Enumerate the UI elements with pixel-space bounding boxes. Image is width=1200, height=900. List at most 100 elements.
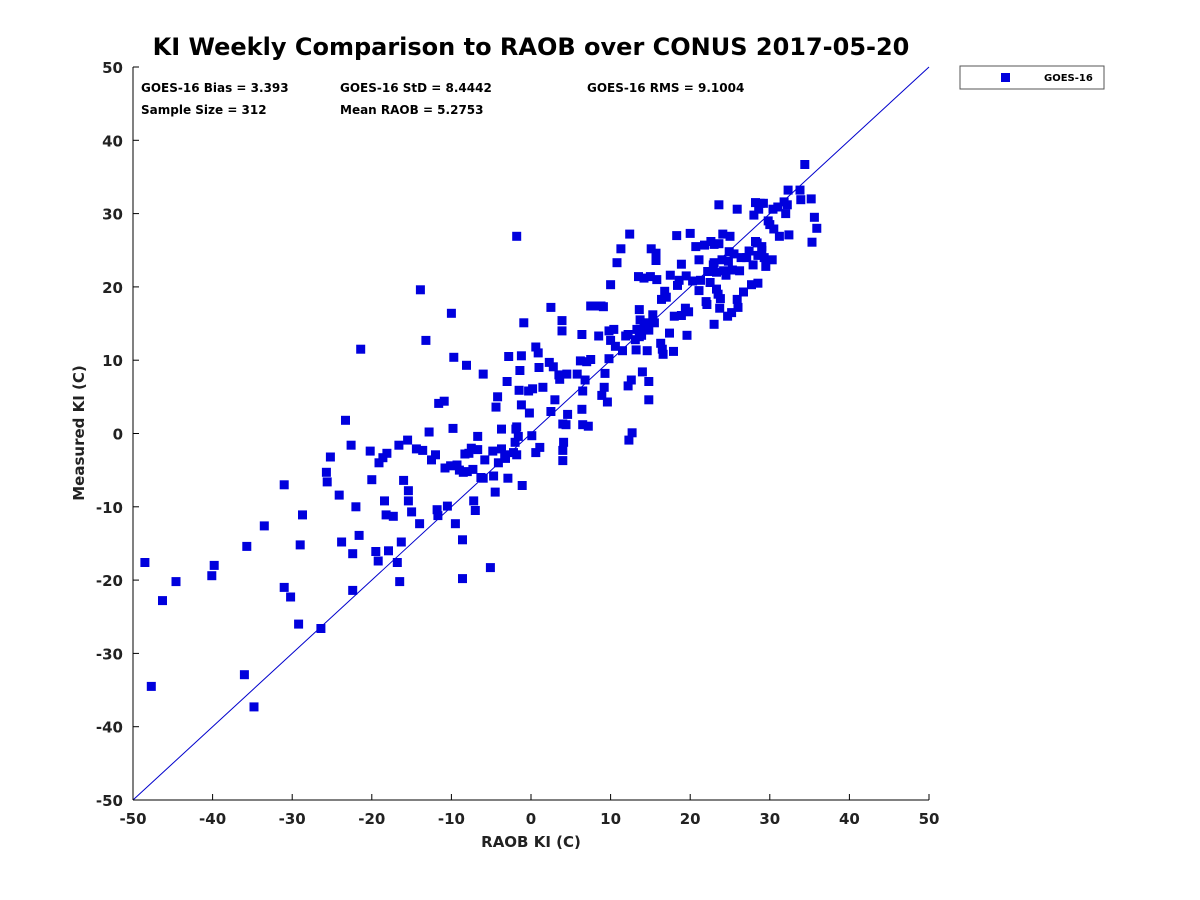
data-point: [388, 511, 398, 521]
data-point: [774, 231, 784, 241]
data-point: [473, 445, 483, 455]
data-point: [681, 271, 691, 281]
data-point: [578, 420, 588, 430]
y-tick-label: 50: [102, 59, 123, 77]
data-point: [600, 368, 610, 378]
data-point: [468, 464, 478, 474]
chart-title: KI Weekly Comparison to RAOB over CONUS …: [153, 33, 910, 61]
data-point: [782, 200, 792, 210]
data-point: [599, 382, 609, 392]
data-point: [637, 330, 647, 340]
y-tick-label: -50: [96, 792, 123, 810]
data-point: [635, 315, 645, 325]
data-point: [747, 280, 756, 290]
data-point: [665, 270, 675, 280]
data-point: [688, 276, 698, 286]
data-point: [709, 319, 719, 329]
data-point: [598, 302, 608, 312]
data-point: [602, 397, 612, 407]
data-point: [279, 480, 289, 490]
data-point: [512, 422, 522, 432]
data-point: [559, 437, 569, 447]
data-point: [609, 324, 619, 334]
data-point: [325, 452, 335, 462]
data-point: [809, 212, 819, 222]
data-point: [442, 501, 452, 511]
legend-marker: [1001, 73, 1010, 82]
data-point: [446, 461, 456, 471]
data-point: [703, 267, 713, 276]
data-point: [415, 285, 425, 295]
x-tick-label: -50: [119, 810, 146, 828]
data-point: [354, 530, 364, 540]
data-point: [249, 702, 259, 712]
data-point: [418, 445, 428, 455]
data-point: [534, 363, 544, 372]
y-tick-label: -20: [96, 572, 123, 590]
data-point: [433, 511, 443, 521]
data-point: [473, 431, 483, 441]
data-point: [470, 506, 480, 515]
data-point: [407, 507, 417, 517]
data-point: [546, 407, 556, 416]
data-point: [337, 537, 347, 547]
data-point: [524, 408, 534, 418]
data-point: [381, 510, 391, 520]
data-point: [158, 596, 167, 606]
data-point: [334, 490, 344, 500]
data-point: [485, 563, 495, 573]
y-tick-label: -10: [96, 499, 123, 517]
axis-ticks: -50 -40 -30 -20 -10 0 10 20 30 40 50 50 40 30 20 10 0 -10…: [96, 59, 940, 828]
data-point: [682, 330, 692, 340]
data-point: [411, 444, 421, 454]
data-point: [501, 453, 510, 463]
data-point: [348, 549, 358, 559]
data-point: [721, 270, 731, 280]
stat-rms: GOES-16 RMS = 9.1004: [587, 81, 744, 95]
data-point: [558, 456, 568, 466]
legend-box: [959, 65, 1105, 90]
y-axis-label: Measured KI (C): [70, 365, 88, 501]
data-point: [577, 330, 587, 339]
data-point: [729, 249, 739, 259]
data-point: [757, 245, 767, 255]
data-point: [466, 443, 476, 453]
data-point: [450, 519, 460, 529]
data-point: [392, 558, 402, 567]
data-point: [452, 460, 462, 470]
data-point: [535, 442, 545, 452]
data-point: [478, 369, 488, 379]
data-point: [531, 342, 541, 352]
data-point: [651, 248, 661, 258]
data-point: [806, 194, 816, 204]
data-point: [424, 427, 434, 437]
data-point: [661, 292, 671, 302]
data-point: [606, 335, 616, 345]
data-point: [597, 390, 607, 400]
data-point: [464, 448, 474, 458]
data-point: [504, 352, 514, 361]
data-point: [694, 286, 704, 296]
data-point: [432, 505, 442, 515]
data-point: [796, 195, 806, 205]
legend: GOES-16: [959, 65, 1105, 90]
data-point: [795, 185, 805, 195]
data-point: [714, 200, 724, 210]
data-point: [557, 316, 567, 326]
data-point: [748, 260, 758, 270]
data-point: [696, 275, 705, 285]
x-tick-label: 0: [526, 810, 536, 828]
data-point: [644, 325, 654, 335]
data-point: [259, 521, 269, 531]
data-point: [562, 369, 572, 379]
data-point: [497, 444, 506, 454]
x-tick-label: -40: [199, 810, 226, 828]
stat-bias: GOES-16 Bias = 3.393: [141, 81, 289, 95]
data-point: [759, 253, 769, 263]
data-point: [528, 384, 538, 394]
data-point: [531, 448, 541, 458]
y-tick-label: -30: [96, 645, 123, 663]
data-point: [557, 326, 567, 336]
data-point: [497, 424, 506, 434]
data-point: [403, 435, 413, 445]
